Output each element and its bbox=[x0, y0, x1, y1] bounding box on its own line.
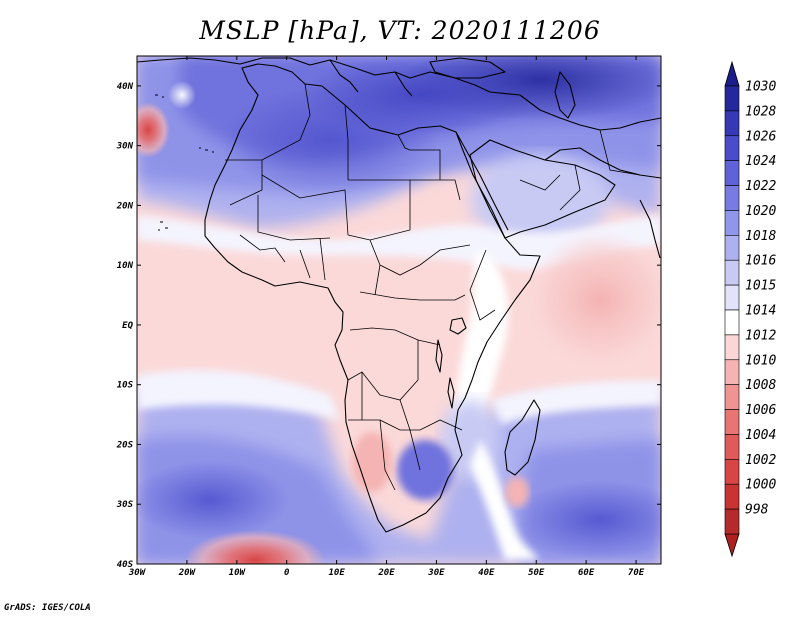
colorbar-bottom-arrow bbox=[724, 533, 740, 558]
colorbar-swatch bbox=[724, 160, 740, 186]
colorbar-label: 1002 bbox=[745, 453, 776, 468]
colorbar-swatch bbox=[724, 235, 740, 261]
lat-tick-label: EQ bbox=[122, 321, 133, 331]
lon-tick-label: 60E bbox=[578, 568, 595, 578]
lon-axis: 30W 20W 10W 0 10E 20E 30E 40E 50E 60E 70E bbox=[128, 56, 645, 578]
colorbar-swatch bbox=[724, 259, 740, 286]
credit-text: GrADS: IGES/COLA bbox=[4, 603, 91, 613]
colorbar-label: 1006 bbox=[745, 403, 776, 418]
colorbar-label: 1026 bbox=[745, 129, 776, 144]
lat-tick-label: 10S bbox=[117, 381, 134, 391]
chart-title: MSLP [hPa], VT: 2020111206 bbox=[199, 16, 601, 45]
lat-tick-label: 10N bbox=[117, 261, 134, 271]
lon-tick-label: 30W bbox=[128, 568, 147, 578]
lon-tick-label: 0 bbox=[284, 568, 290, 578]
colorbar-label: 1028 bbox=[745, 104, 776, 119]
colorbar-label: 1022 bbox=[745, 179, 776, 194]
lon-tick-label: 10W bbox=[229, 568, 247, 578]
colorbar-swatch bbox=[724, 508, 740, 535]
lon-tick-label: 20W bbox=[178, 568, 197, 578]
lat-axis: 40N 30N 20N 10N EQ 10S 20S 30S 40S bbox=[116, 82, 661, 570]
colorbar-swatch bbox=[724, 185, 740, 211]
lat-tick-label: 40S bbox=[117, 560, 134, 570]
lat-tick-label: 20S bbox=[116, 440, 134, 450]
colorbar-label: 1020 bbox=[745, 204, 776, 219]
colorbar-swatch bbox=[724, 359, 740, 385]
colorbar-swatch bbox=[724, 434, 740, 460]
lon-tick-label: 50E bbox=[528, 568, 545, 578]
colorbar-swatch bbox=[724, 110, 740, 137]
pressure-field bbox=[137, 56, 661, 564]
colorbar-label: 1016 bbox=[745, 254, 776, 269]
map-frame bbox=[136, 55, 662, 565]
colorbar-swatch bbox=[724, 85, 740, 112]
colorbar-label: 1000 bbox=[745, 478, 776, 493]
lat-tick-label: 30N bbox=[116, 142, 134, 152]
colorbar: 1030 1028 1026 1024 1022 1020 1018 1016 1015 1014… bbox=[724, 60, 776, 558]
colorbar-label: 1010 bbox=[745, 353, 776, 368]
lon-tick-label: 20E bbox=[377, 568, 395, 578]
lat-tick-label: 40N bbox=[117, 82, 134, 92]
colorbar-swatch bbox=[724, 334, 740, 361]
colorbar-swatch bbox=[724, 384, 740, 410]
lon-tick-label: 30E bbox=[427, 568, 445, 578]
colorbar-label: 1014 bbox=[745, 304, 776, 319]
colorbar-label: 1012 bbox=[745, 328, 776, 343]
colorbar-label: 1018 bbox=[745, 229, 776, 244]
colorbar-swatch bbox=[724, 135, 740, 161]
lon-tick-label: 70E bbox=[628, 568, 645, 578]
colorbar-label: 1024 bbox=[745, 154, 776, 169]
lon-tick-label: 10E bbox=[328, 568, 345, 578]
colorbar-top-arrow bbox=[724, 60, 740, 87]
colorbar-swatch bbox=[724, 210, 740, 236]
lon-tick-label: 40E bbox=[478, 568, 495, 578]
colorbar-label: 1030 bbox=[745, 80, 776, 95]
colorbar-label: 1015 bbox=[745, 279, 776, 294]
country-borders bbox=[225, 83, 641, 491]
colorbar-swatch bbox=[724, 483, 740, 510]
colorbar-swatch bbox=[724, 459, 740, 485]
colorbar-swatch bbox=[724, 284, 740, 311]
lat-tick-label: 30S bbox=[116, 500, 134, 510]
colorbar-label: 998 bbox=[745, 503, 769, 518]
colorbar-swatch bbox=[724, 309, 740, 336]
colorbar-label: 1004 bbox=[745, 428, 776, 443]
colorbar-label: 1008 bbox=[745, 378, 776, 393]
lat-tick-label: 20N bbox=[116, 201, 134, 211]
coastlines bbox=[137, 57, 661, 533]
colorbar-swatch bbox=[724, 409, 740, 435]
